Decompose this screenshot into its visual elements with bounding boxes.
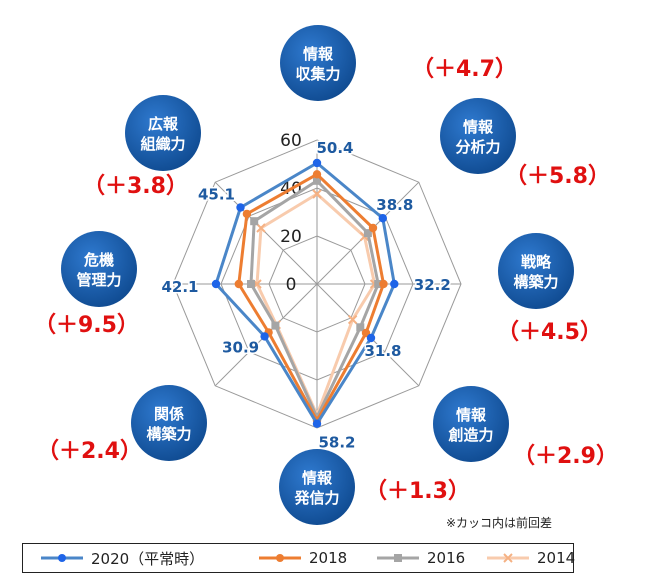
legend-label-2020: 2020（平常時） [91,549,205,568]
series-0 [211,158,399,428]
axis-label-line2: 構築力 [146,425,191,443]
axis-label-line2: 分析力 [455,138,500,156]
series-2 [247,176,383,422]
data-point [312,419,322,428]
legend-item-2020: 2020（平常時） [39,544,204,572]
data-point [363,229,372,238]
axis-label-line2: 発信力 [293,489,339,507]
axis-label-line2: 構築力 [513,273,558,291]
radial-tick-label: 60 [280,131,302,151]
axis-label-line1: 広報 [148,115,179,133]
axis-label-line1: 情報 [303,45,334,63]
data-point [312,158,322,168]
data-point [379,279,388,289]
legend-item-2016: 2016 [375,544,465,572]
axis-label-line1: 情報 [456,406,487,424]
data-point [378,214,387,223]
axis-label-line2: 創造力 [447,426,493,444]
value-label: 42.1 [161,278,198,296]
badge-circle [440,98,516,174]
axis-label-line1: 関係 [154,405,184,423]
label-layer: 50.4 38.8 32.2 31.8 58.2 30.9 42.1 45.1 [160,138,452,454]
legend-swatch-2018 [259,554,301,562]
legend-label-2014: 2014 [537,549,576,567]
value-label: 31.8 [364,342,401,360]
data-point [390,279,399,289]
legend-label-2018: 2018 [309,549,348,567]
value-label: 45.1 [198,186,235,204]
data-point [368,223,378,233]
diff-label: （＋3.8） [83,174,188,199]
data-point [260,332,269,341]
legend-swatch-2016 [377,554,419,562]
legend-swatch-2014 [487,553,529,563]
data-point [313,176,321,185]
note-text: ※カッコ内は前回差 [446,516,553,530]
axis-label-line1: 危機 [84,251,114,269]
badge-circle [280,25,356,101]
radial-tick-label: 0 [286,275,297,295]
data-point [356,323,365,332]
radial-tick-label: 20 [280,227,302,247]
legend-swatch-2020 [41,554,83,562]
legend-label-2016: 2016 [427,549,466,567]
badge-circle [61,231,137,307]
data-point [250,217,259,226]
value-label: 58.2 [318,434,355,452]
series-layer [211,158,399,428]
grid-spoke-7 [214,181,318,285]
data-point [211,279,221,289]
data-point [374,280,383,288]
axis-label-line2: 管理力 [76,271,121,289]
value-label: 50.4 [316,139,353,157]
badge-circle [131,385,207,461]
badge-circle [279,449,355,525]
badge-circle [125,95,201,171]
axis-label-line2: 収集力 [295,65,340,83]
value-label: 30.9 [222,338,259,356]
axis-label-line1: 情報 [463,118,494,136]
value-label: 38.8 [376,196,413,214]
diff-label: （＋4.5） [497,320,602,345]
legend-item-2018: 2018 [257,544,347,572]
diff-label: （＋1.3） [365,479,470,504]
diff-label: （＋2.4） [37,439,142,464]
data-point [271,321,280,330]
axis-label-line2: 組織力 [140,135,185,153]
data-point [312,189,322,199]
legend: 2020（平常時） 2018 2016 2014 [22,543,575,573]
data-point [366,333,376,343]
diff-label: （＋4.7） [412,57,517,82]
data-point [236,203,245,212]
data-point [256,223,266,233]
axis-label-line1: 戦略 [521,253,552,271]
badge-circle [498,233,574,309]
data-point [234,279,243,289]
diff-label: （＋5.8） [505,164,610,189]
data-point [312,170,322,179]
data-point [347,314,358,325]
data-point [247,280,255,288]
axis-label-line1: 情報 [302,469,333,487]
badge-circle [433,386,509,462]
diff-label: （＋2.9） [513,444,618,469]
data-point [242,209,252,219]
value-label: 32.2 [414,276,451,294]
legend-item-2014: 2014 [485,544,575,572]
diff-label: （＋9.5） [34,313,139,338]
